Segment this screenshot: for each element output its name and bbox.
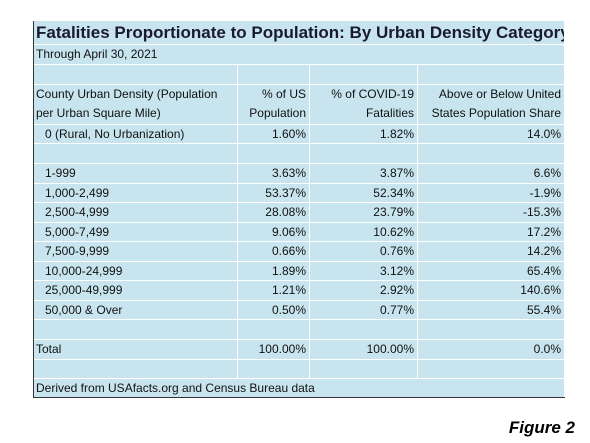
blank-cell bbox=[418, 360, 565, 379]
table-cell: 6.6% bbox=[418, 164, 565, 184]
blank-cell bbox=[238, 144, 310, 164]
blank-cell bbox=[238, 320, 310, 340]
table-cell: 23.79% bbox=[310, 203, 418, 223]
table-cell: 52.34% bbox=[310, 183, 418, 203]
table-cell: 1,000-2,499 bbox=[33, 183, 238, 203]
blank-cell bbox=[418, 320, 565, 340]
table-cell: 55.4% bbox=[418, 300, 565, 320]
table-cell: 3.12% bbox=[310, 261, 418, 281]
header-line: States Population Share bbox=[431, 106, 561, 120]
table-cell: 1.89% bbox=[238, 261, 310, 281]
table-cell: 0.66% bbox=[238, 242, 310, 262]
header-cell: County Urban Density (Population per Urba… bbox=[33, 85, 238, 125]
table-cell: 65.4% bbox=[418, 261, 565, 281]
blank-cell bbox=[33, 144, 238, 164]
table-cell: -15.3% bbox=[418, 203, 565, 223]
footnote: Derived from USAfacts.org and Census Bur… bbox=[33, 379, 565, 398]
blank-cell bbox=[310, 144, 418, 164]
header-cell: % of COVID-19 Fatalities bbox=[310, 85, 418, 125]
header-line: Fatalities bbox=[365, 106, 414, 120]
title: Fatalities Proportionate to Population: … bbox=[33, 21, 565, 45]
table-cell: 0 (Rural, No Urbanization) bbox=[33, 125, 238, 144]
table-cell: 14.0% bbox=[418, 125, 565, 144]
header-cell: Above or Below United States Population S… bbox=[418, 85, 565, 125]
table-cell: 140.6% bbox=[418, 281, 565, 301]
table-cell: 1.60% bbox=[238, 125, 310, 144]
table-cell: 100.00% bbox=[310, 340, 418, 360]
blank-cell bbox=[33, 65, 238, 85]
table-cell: Total bbox=[33, 340, 238, 360]
blank-cell bbox=[238, 360, 310, 379]
table-cell: 10,000-24,999 bbox=[33, 261, 238, 281]
header-line: % of COVID-19 bbox=[331, 87, 414, 101]
table-cell: 0.77% bbox=[310, 300, 418, 320]
table-cell: 1-999 bbox=[33, 164, 238, 184]
table-cell: 17.2% bbox=[418, 222, 565, 242]
table-cell: 50,000 & Over bbox=[33, 300, 238, 320]
table-cell: 2.92% bbox=[310, 281, 418, 301]
header-cell: % of US Population bbox=[238, 85, 310, 125]
blank-cell bbox=[33, 360, 238, 379]
blank-cell bbox=[33, 320, 238, 340]
table-cell: 0.50% bbox=[238, 300, 310, 320]
table-cell: 14.2% bbox=[418, 242, 565, 262]
blank-cell bbox=[310, 320, 418, 340]
table-cell: 1.82% bbox=[310, 125, 418, 144]
table-cell: 1.21% bbox=[238, 281, 310, 301]
table-cell: -1.9% bbox=[418, 183, 565, 203]
table-cell: 2,500-4,999 bbox=[33, 203, 238, 223]
figure-label: Figure 2 bbox=[508, 418, 575, 437]
header-line: Population bbox=[249, 106, 306, 120]
blank-cell bbox=[310, 360, 418, 379]
subtitle: Through April 30, 2021 bbox=[33, 45, 565, 65]
table-cell: 5,000-7,499 bbox=[33, 222, 238, 242]
blank-cell bbox=[310, 65, 418, 85]
blank-cell bbox=[418, 144, 565, 164]
table-cell: 28.08% bbox=[238, 203, 310, 223]
table-cell: 25,000-49,999 bbox=[33, 281, 238, 301]
blank-cell bbox=[238, 65, 310, 85]
table-cell: 3.63% bbox=[238, 164, 310, 184]
table-cell: 100.00% bbox=[238, 340, 310, 360]
blank-cell bbox=[418, 65, 565, 85]
table-cell: 0.76% bbox=[310, 242, 418, 262]
header-line: per Urban Square Mile) bbox=[36, 106, 161, 120]
header-line: % of US bbox=[261, 87, 306, 101]
table-cell: 7,500-9,999 bbox=[33, 242, 238, 262]
table-cell: 9.06% bbox=[238, 222, 310, 242]
table-cell: 10.62% bbox=[310, 222, 418, 242]
table-cell: 0.0% bbox=[418, 340, 565, 360]
table-cell: 3.87% bbox=[310, 164, 418, 184]
header-line: Above or Below United bbox=[438, 87, 561, 101]
table-cell: 53.37% bbox=[238, 183, 310, 203]
header-line: County Urban Density (Population bbox=[36, 87, 218, 101]
